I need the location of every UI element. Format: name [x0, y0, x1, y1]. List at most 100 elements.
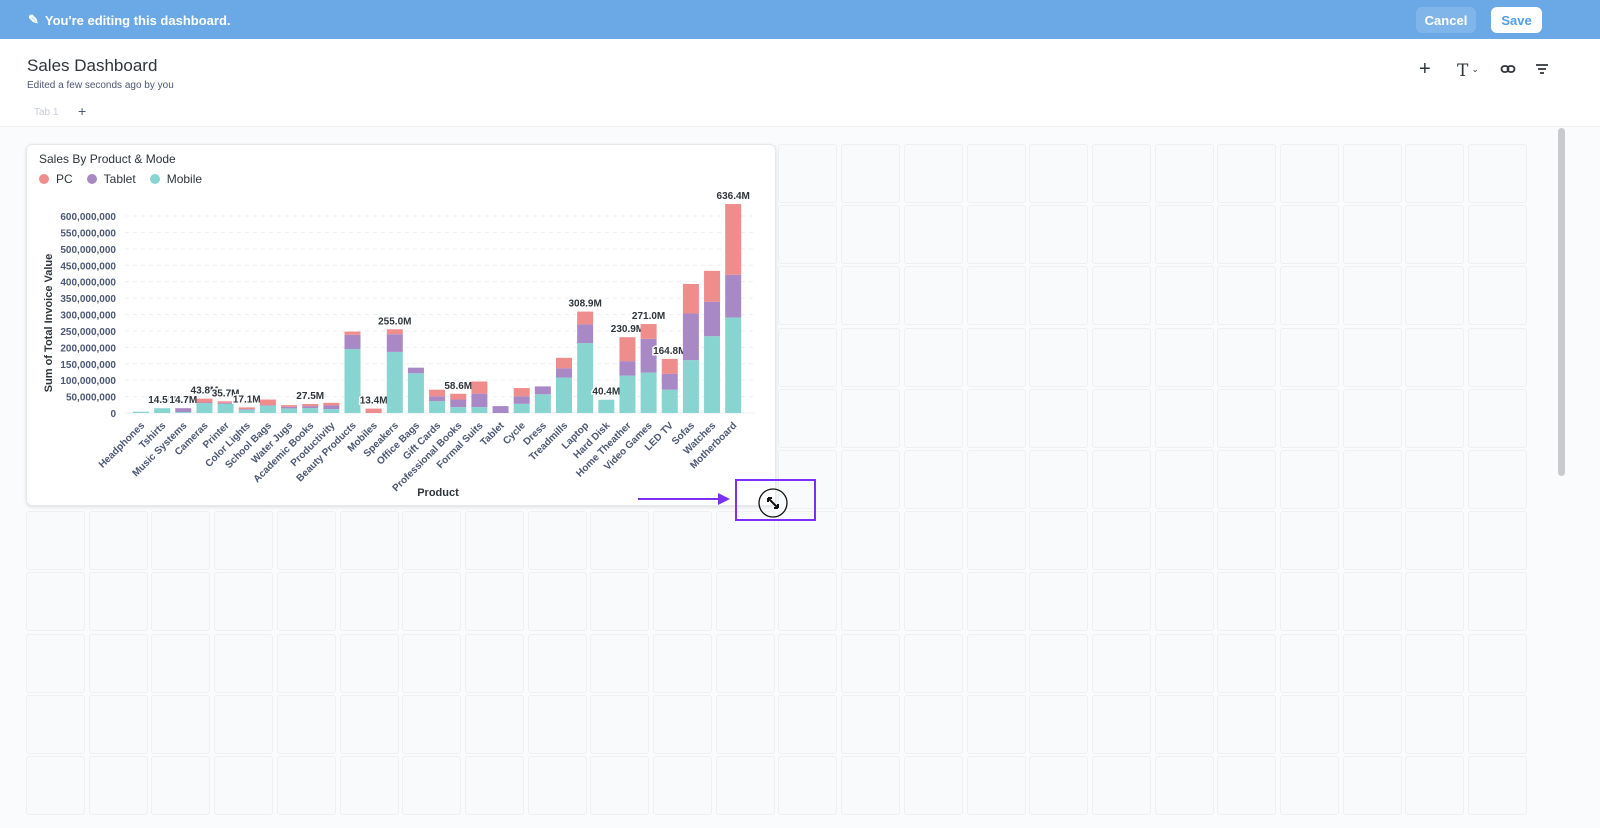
bar-mobile[interactable] — [281, 408, 298, 413]
bar-pc[interactable] — [217, 401, 234, 403]
grid-cell — [1280, 144, 1339, 203]
bar-mobile[interactable] — [640, 372, 657, 413]
bar-mobile[interactable] — [259, 405, 276, 413]
grid-cell — [1405, 572, 1465, 632]
bar-pc[interactable] — [725, 204, 742, 275]
bar-pc[interactable] — [365, 408, 382, 413]
bar-mobile[interactable] — [704, 336, 721, 413]
bar-mobile[interactable] — [450, 407, 467, 413]
bar-mobile[interactable] — [661, 389, 678, 413]
bar-tablet[interactable] — [492, 406, 509, 413]
bar-mobile[interactable] — [175, 412, 192, 413]
bar-tablet[interactable] — [682, 313, 699, 361]
grid-cell — [1280, 205, 1339, 265]
bar-pc[interactable] — [323, 402, 340, 406]
add-question-button[interactable]: + — [1419, 58, 1431, 81]
bar-tablet[interactable] — [640, 338, 657, 373]
card-title[interactable]: Sales By Product & Mode — [39, 152, 176, 166]
grid-cell — [1217, 388, 1277, 448]
save-button[interactable]: Save — [1491, 7, 1542, 33]
scrollbar[interactable] — [1558, 128, 1565, 476]
bar-tablet[interactable] — [302, 406, 319, 409]
bar-tablet[interactable] — [704, 301, 721, 337]
data-label: 14.5M — [148, 395, 176, 406]
bar-tablet[interactable] — [238, 409, 255, 410]
bar-mobile[interactable] — [407, 373, 424, 413]
bar-mobile[interactable] — [577, 343, 594, 413]
bar-tablet[interactable] — [619, 361, 636, 376]
bar-tablet[interactable] — [217, 402, 234, 404]
bar-mobile[interactable] — [344, 348, 361, 413]
bar-mobile[interactable] — [386, 351, 403, 413]
bar-mobile[interactable] — [429, 401, 446, 413]
bar-mobile[interactable] — [598, 399, 615, 413]
bar-mobile[interactable] — [323, 409, 340, 413]
bar-pc[interactable] — [281, 405, 298, 407]
bar-tablet[interactable] — [386, 334, 403, 352]
bar-pc[interactable] — [302, 403, 319, 407]
bar-mobile[interactable] — [556, 377, 572, 413]
bar-mobile[interactable] — [471, 407, 488, 413]
bar-tablet[interactable] — [323, 405, 340, 410]
chart-card[interactable]: Sales By Product & Mode PC Tablet Mobile… — [26, 144, 776, 506]
bar-pc[interactable] — [682, 283, 699, 314]
bar-tablet[interactable] — [344, 334, 361, 349]
bar-pc[interactable] — [577, 311, 594, 325]
bar-tablet[interactable] — [534, 386, 551, 395]
bar-pc[interactable] — [556, 357, 572, 369]
grid-cell — [966, 756, 1026, 815]
resize-icon[interactable] — [757, 487, 789, 519]
bar-tablet[interactable] — [450, 399, 467, 408]
bar-pc[interactable] — [661, 358, 678, 374]
bar-mobile[interactable] — [196, 403, 213, 413]
bar-mobile[interactable] — [302, 408, 319, 413]
add-link-button[interactable] — [1500, 61, 1516, 82]
legend-item-pc[interactable]: PC — [39, 172, 73, 186]
grid-cell — [778, 694, 838, 754]
legend-item-tablet[interactable]: Tablet — [86, 172, 136, 186]
bar-pc[interactable] — [429, 389, 446, 397]
bar-tablet[interactable] — [471, 393, 488, 408]
bar-pc[interactable] — [619, 337, 636, 362]
add-text-button[interactable]: T ⌄ — [1457, 61, 1479, 81]
bar-pc[interactable] — [513, 388, 530, 397]
bar-tablet[interactable] — [196, 402, 213, 404]
bar-tablet[interactable] — [513, 396, 530, 404]
bar-pc[interactable] — [450, 393, 467, 400]
bar-tablet[interactable] — [429, 396, 446, 402]
add-tab-button[interactable]: + — [78, 103, 87, 119]
bar-pc[interactable] — [471, 381, 488, 394]
bar-pc[interactable] — [259, 399, 276, 406]
tab-1[interactable]: Tab 1 — [34, 107, 59, 118]
bar-pc[interactable] — [386, 329, 403, 335]
bar-tablet[interactable] — [661, 373, 678, 390]
bar-mobile[interactable] — [133, 411, 149, 413]
cancel-button[interactable]: Cancel — [1416, 7, 1476, 33]
bar-pc[interactable] — [196, 398, 213, 403]
grid-cell — [214, 511, 274, 571]
bar-mobile[interactable] — [682, 360, 699, 413]
bar-tablet[interactable] — [407, 367, 424, 374]
bar-tablet[interactable] — [175, 408, 192, 413]
bar-pc[interactable] — [704, 270, 721, 302]
bar-pc[interactable] — [344, 331, 361, 335]
bar-mobile[interactable] — [534, 394, 551, 413]
bar-tablet[interactable] — [577, 324, 594, 344]
legend-item-mobile[interactable]: Mobile — [149, 172, 202, 186]
bar-tablet[interactable] — [725, 274, 742, 318]
bar-mobile[interactable] — [238, 409, 255, 413]
bar-pc[interactable] — [640, 324, 657, 339]
bar-mobile[interactable] — [725, 317, 742, 413]
bar-pc[interactable] — [238, 407, 255, 410]
bar-mobile[interactable] — [619, 375, 636, 413]
add-filter-button[interactable] — [1535, 61, 1549, 81]
grid-cell — [1342, 266, 1402, 326]
page-title[interactable]: Sales Dashboard — [27, 56, 158, 75]
bar-tablet[interactable] — [556, 368, 572, 378]
bar-mobile[interactable] — [513, 403, 530, 413]
bar-tablet[interactable] — [259, 405, 276, 406]
bar-tablet[interactable] — [281, 406, 298, 409]
grid-cell — [214, 633, 274, 693]
bar-mobile[interactable] — [154, 408, 171, 413]
bar-mobile[interactable] — [217, 403, 234, 413]
